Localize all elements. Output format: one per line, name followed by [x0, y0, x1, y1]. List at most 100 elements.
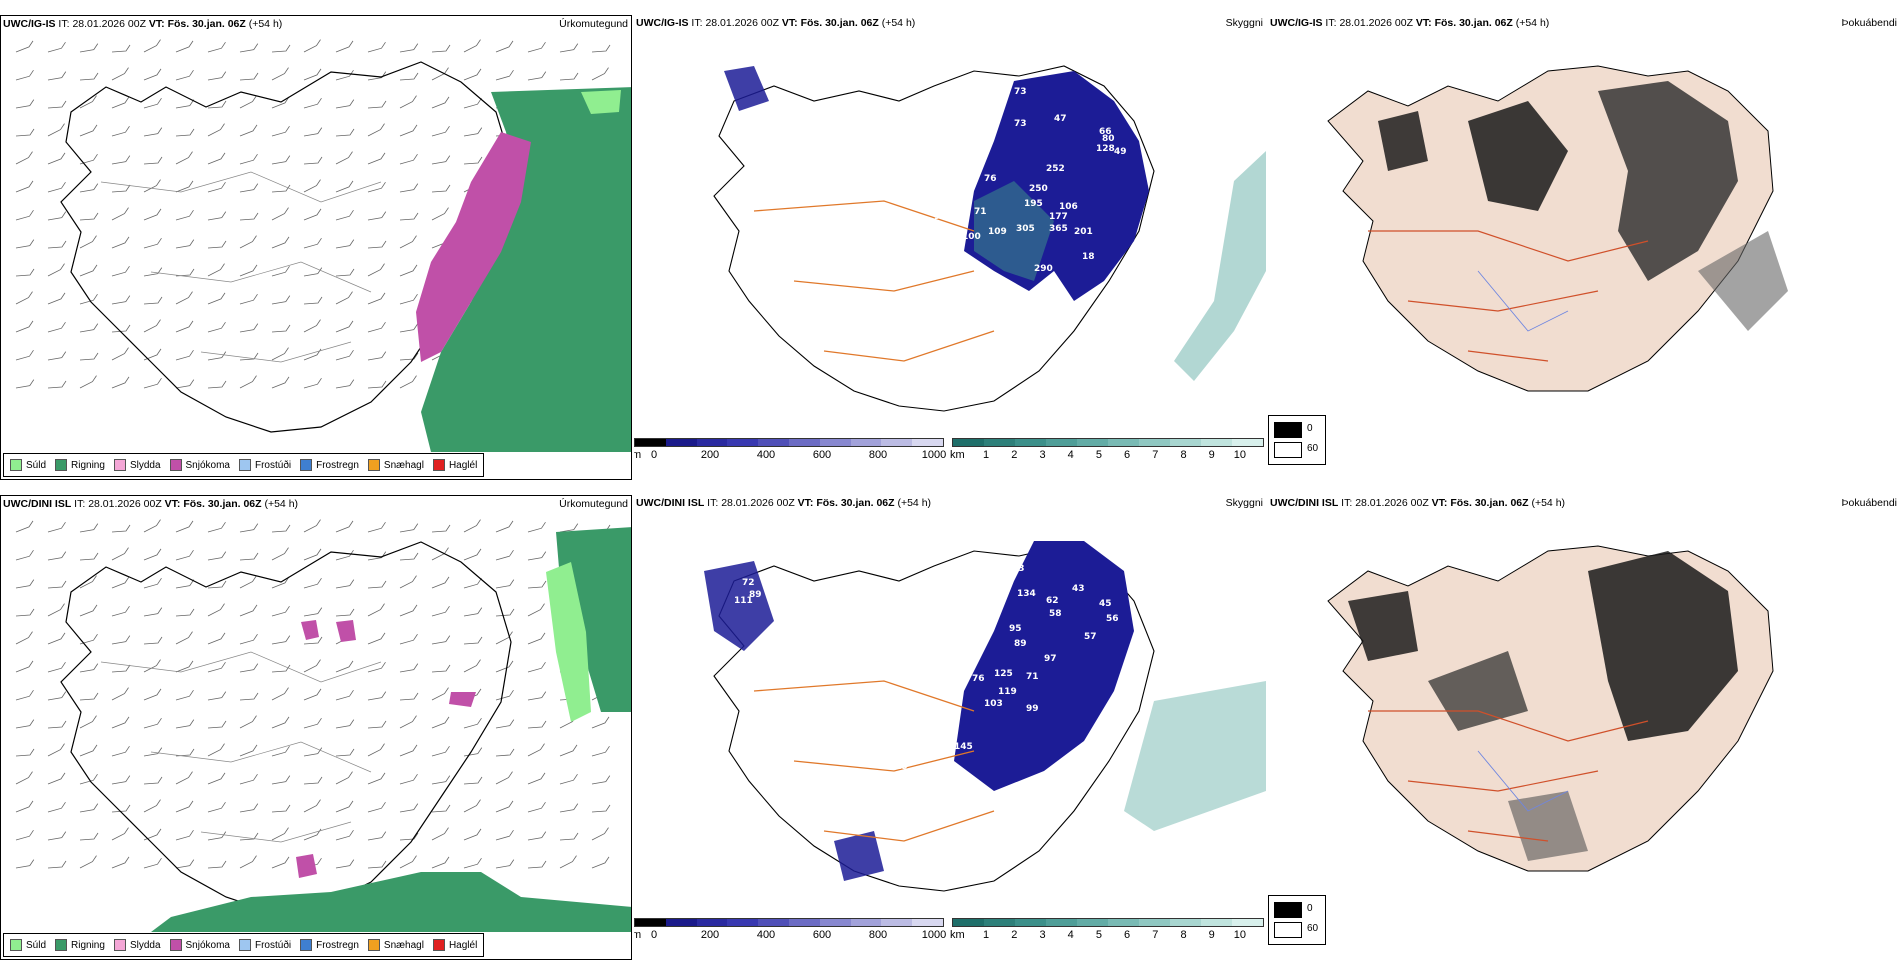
wind-barb: [15, 209, 34, 221]
wind-barb: [591, 745, 610, 757]
legend-swatch: [367, 939, 380, 951]
wind-barb: [335, 379, 355, 389]
wind-barb: [271, 347, 289, 361]
ceiling-value-label: 63: [1012, 564, 1025, 574]
wind-barb: [431, 827, 449, 841]
wind-barb: [79, 692, 99, 701]
wind-barb: [271, 155, 291, 165]
ceiling-value-label: 252: [1046, 164, 1065, 174]
wind-barb: [79, 153, 98, 165]
wind-barb: [143, 39, 161, 53]
wind-barb: [303, 519, 321, 533]
ceiling-value-label: 62: [1046, 596, 1059, 606]
legend-swatch: [113, 459, 126, 471]
wind-barb: [239, 183, 259, 193]
wind-barb: [335, 268, 355, 277]
ceiling-value-label: 95: [1009, 624, 1022, 634]
wind-barb: [367, 152, 386, 165]
ceiling-value-label: 111: [734, 596, 753, 606]
wind-barb: [431, 856, 450, 869]
wind-barb: [239, 575, 257, 589]
ceiling-value-label: 109: [988, 227, 1007, 237]
legend-label: Súld: [26, 939, 47, 951]
wind-barb: [143, 267, 163, 277]
colorbar-tick: 7: [1152, 449, 1159, 461]
wind-barb: [335, 829, 354, 841]
wind-barb: [367, 71, 387, 81]
wind-barb: [79, 183, 99, 193]
wind-barb: [47, 801, 66, 813]
legend-label: Haglél: [448, 939, 478, 951]
wind-barb: [431, 605, 450, 617]
colorbar-strip: [952, 438, 1264, 447]
legend-swatch: [10, 459, 22, 471]
wind-barb: [239, 633, 258, 645]
wind-barb: [79, 124, 98, 137]
wind-barb: [463, 607, 483, 617]
legend-swatch: [300, 459, 313, 471]
wind-barb: [367, 691, 387, 701]
colorbar-tick: 5: [1095, 929, 1102, 941]
wind-barb: [207, 321, 226, 333]
wind-barb: [143, 377, 162, 389]
legend-item: Slydda: [113, 459, 161, 471]
fog-legend: 0 60: [1268, 415, 1326, 465]
wind-barb: [79, 604, 98, 617]
wind-barb: [271, 716, 290, 729]
colorbar-tick: 6: [1124, 929, 1131, 941]
drizzle-area: [546, 562, 591, 722]
wind-barb: [559, 832, 579, 841]
wind-barb: [175, 180, 194, 193]
wind-barb: [239, 352, 259, 361]
wind-barb: [335, 151, 353, 165]
wind-barb: [335, 689, 354, 701]
wind-barb: [559, 855, 577, 869]
wind-barb: [207, 181, 226, 193]
fog-map: [1327, 65, 1788, 392]
wind-barb: [527, 661, 546, 673]
wind-barb: [335, 40, 354, 53]
ceiling-value-label: 85: [959, 172, 972, 182]
wind-barb: [111, 207, 129, 221]
wind-barb: [399, 124, 418, 137]
wind-barb: [175, 608, 195, 617]
ceiling-value-label: 125: [994, 669, 1013, 679]
ceiling-value-label: 106: [1059, 202, 1078, 212]
wind-barb: [527, 691, 547, 701]
wind-barb: [463, 659, 481, 673]
wind-barb: [111, 716, 130, 729]
wind-barb: [399, 95, 417, 109]
ceiling-value-label: 56: [1106, 614, 1119, 624]
legend-label: Snæhagl: [383, 459, 424, 471]
ceiling-value-label: 94: [896, 699, 909, 709]
ceiling-value-label: 80: [1102, 134, 1115, 144]
ceiling-value-label: 134: [1017, 589, 1036, 599]
ceiling-value-label: 52: [854, 784, 867, 794]
wind-barb: [303, 799, 321, 813]
colorbar-cell: [788, 919, 820, 926]
wind-barb: [47, 211, 67, 221]
colorbar-cell: [758, 919, 789, 926]
wind-barb: [335, 549, 354, 561]
wind-barb: [463, 548, 482, 561]
legend-swatch: [300, 939, 313, 951]
wind-barb: [79, 43, 99, 53]
colorbar-tick: 10: [1233, 929, 1247, 941]
wind-barb: [111, 125, 130, 137]
legend-item: Frostregn: [300, 939, 359, 951]
wind-barb: [47, 71, 67, 81]
wind-barb: [239, 773, 258, 785]
wind-barb: [239, 323, 259, 333]
wind-barb: [527, 772, 546, 785]
wind-barb: [431, 155, 451, 165]
wind-barb: [399, 43, 419, 53]
wind-barb: [15, 99, 35, 109]
wind-barb: [143, 519, 161, 533]
wind-barb: [143, 97, 162, 109]
wind-barb: [495, 689, 514, 701]
ceiling-value-label: 201: [1074, 227, 1093, 237]
wind-barb: [431, 96, 450, 109]
wind-barb: [47, 661, 66, 673]
wind-barb: [591, 775, 611, 785]
colorbar-tick: 8: [1180, 449, 1187, 461]
